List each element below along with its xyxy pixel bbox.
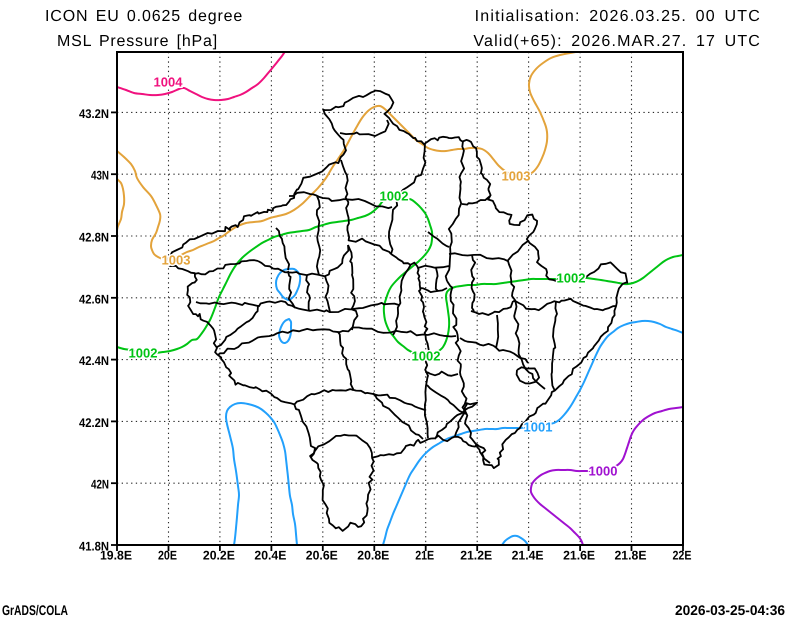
svg-text:1002: 1002 xyxy=(557,271,586,286)
svg-text:21.8E: 21.8E xyxy=(615,549,647,563)
svg-text:21.6E: 21.6E xyxy=(563,549,595,563)
svg-text:GrADS/COLA: GrADS/COLA xyxy=(2,602,68,618)
svg-text:43N: 43N xyxy=(91,169,109,183)
svg-text:41.8N: 41.8N xyxy=(79,540,109,554)
svg-text:21E: 21E xyxy=(415,549,434,563)
svg-text:Valid(+65): 2026.MAR.27. 17 UT: Valid(+65): 2026.MAR.27. 17 UTC xyxy=(473,33,761,50)
svg-text:2026-03-25-04:36: 2026-03-25-04:36 xyxy=(675,602,785,618)
svg-text:19.8E: 19.8E xyxy=(100,549,132,563)
svg-text:1002: 1002 xyxy=(380,189,409,204)
svg-text:42.2N: 42.2N xyxy=(79,416,109,430)
svg-text:21.4E: 21.4E xyxy=(512,549,544,563)
svg-text:42N: 42N xyxy=(91,478,109,492)
svg-text:1002: 1002 xyxy=(129,346,158,361)
svg-text:1003: 1003 xyxy=(162,253,191,268)
svg-text:1001: 1001 xyxy=(524,420,553,435)
svg-text:1003: 1003 xyxy=(502,169,531,184)
svg-text:20.4E: 20.4E xyxy=(254,549,286,563)
svg-text:42.4N: 42.4N xyxy=(79,354,109,368)
svg-text:1002: 1002 xyxy=(412,349,441,364)
svg-text:MSL Pressure [hPa]: MSL Pressure [hPa] xyxy=(57,33,218,50)
svg-text:1004: 1004 xyxy=(154,75,184,90)
svg-text:1000: 1000 xyxy=(589,464,618,479)
svg-text:22E: 22E xyxy=(673,549,692,563)
svg-text:42.6N: 42.6N xyxy=(79,292,109,306)
svg-text:42.8N: 42.8N xyxy=(79,231,109,245)
svg-text:Initialisation: 2026.03.25. 00: Initialisation: 2026.03.25. 00 UTC xyxy=(475,8,761,25)
svg-text:ICON EU 0.0625 degree: ICON EU 0.0625 degree xyxy=(45,8,243,25)
svg-text:20.8E: 20.8E xyxy=(357,549,389,563)
svg-text:20.2E: 20.2E xyxy=(203,549,235,563)
svg-text:20.6E: 20.6E xyxy=(306,549,338,563)
svg-text:20E: 20E xyxy=(158,549,177,563)
svg-text:21.2E: 21.2E xyxy=(460,549,492,563)
svg-text:43.2N: 43.2N xyxy=(79,107,109,121)
